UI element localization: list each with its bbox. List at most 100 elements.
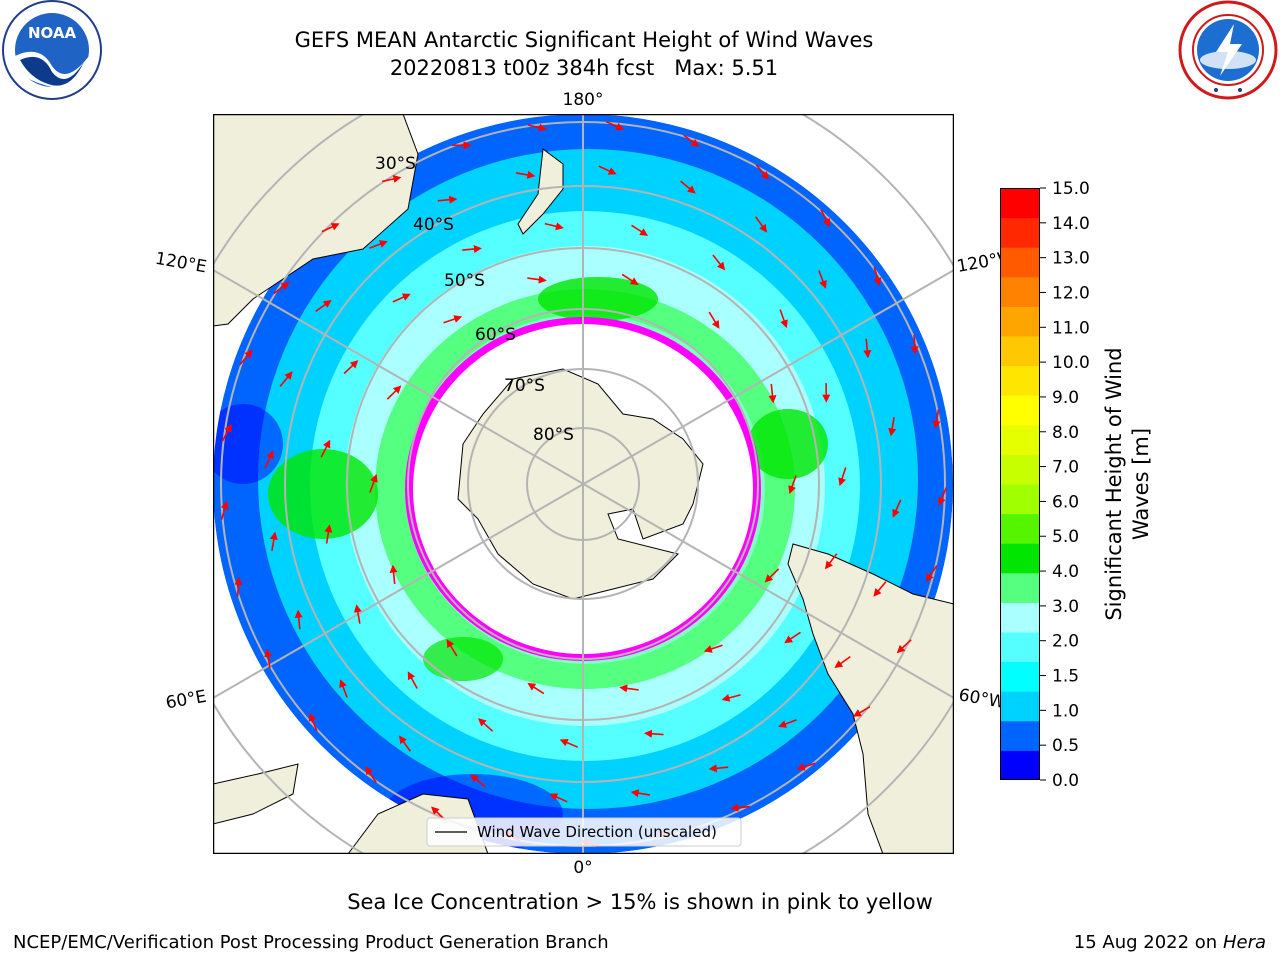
noaa-logo-icon: NOAA — [2, 0, 102, 100]
wave-direction-arrow — [365, 766, 377, 783]
wave-direction-arrow — [544, 222, 564, 231]
lat-label-50s: 50°S — [444, 271, 485, 291]
map-legend: Wind Wave Direction (unscaled) — [426, 817, 742, 847]
colorbar-segment — [1000, 217, 1040, 248]
lon-label-0: 0° — [573, 858, 592, 878]
wave-direction-arrow — [721, 693, 741, 702]
madagascar-landmass — [213, 763, 299, 825]
wave-direction-arrow — [264, 450, 274, 469]
colorbar-segment — [1000, 632, 1040, 663]
title-line-2: 20220813 t00z 384h fcst Max: 5.51 — [389, 56, 779, 80]
colorbar-segment — [1000, 661, 1040, 692]
footer-date: 15 Aug 2022 on Hera — [1074, 932, 1266, 953]
wave-direction-arrow — [754, 216, 768, 233]
chart-title: GEFS MEAN Antarctic Significant Height o… — [180, 26, 988, 82]
nws-logo-icon — [1178, 0, 1278, 100]
colorbar-segment — [1000, 484, 1040, 515]
wave-direction-arrow — [644, 729, 664, 738]
colorbar-label-line-1: Significant Height of Wind — [1102, 347, 1126, 621]
lon-label-180: 180° — [563, 90, 604, 110]
wave-direction-arrow — [863, 338, 872, 359]
polar-map: 30°S 40°S 50°S 60°S 70°S 80°S Wind Wave … — [213, 114, 954, 854]
wave-direction-arrow — [896, 639, 912, 654]
wave-direction-arrow — [708, 764, 729, 773]
colorbar-tick-label: 15.0 — [1052, 180, 1090, 199]
wave-direction-arrow — [630, 789, 651, 798]
wave-direction-arrow — [778, 719, 797, 728]
wave-direction-arrow — [621, 273, 639, 286]
wave-direction-arrow — [239, 349, 253, 366]
lat-label-40s: 40°S — [413, 215, 454, 235]
wave-direction-arrow — [527, 682, 545, 695]
colorbar-segment — [1000, 306, 1040, 337]
wave-direction-arrow — [755, 164, 769, 180]
wave-direction-arrow — [779, 309, 788, 329]
colorbar-tick-label: 10.0 — [1052, 353, 1090, 373]
colorbar-border — [1000, 188, 1040, 780]
wave-direction-arrow — [407, 671, 418, 689]
colorbar-segment — [1000, 276, 1040, 307]
colorbar-tick-label: 11.0 — [1052, 318, 1090, 338]
wave-direction-arrow — [925, 565, 938, 582]
wave-direction-arrow — [712, 254, 726, 271]
colorbar-tick-label: 4.0 — [1052, 562, 1079, 582]
colorbar-tick-label: 7.0 — [1052, 458, 1079, 478]
colorbar-tick-label: 12.0 — [1052, 283, 1090, 303]
wave-direction-arrow — [838, 467, 847, 487]
wave-direction-arrow — [462, 245, 482, 253]
wave-direction-arrow — [234, 576, 243, 597]
colorbar-segment — [1000, 395, 1040, 426]
wave-direction-arrow — [273, 281, 290, 295]
lon-label-60e: 60°E — [164, 687, 208, 714]
wave-direction-arrow — [264, 648, 273, 669]
colorbar-tick-label: 0.5 — [1052, 736, 1079, 756]
wave-direction-arrow — [619, 684, 639, 693]
wave-direction-arrow — [730, 803, 750, 812]
wave-direction-arrow — [853, 706, 871, 717]
wave-direction-arrow — [324, 524, 333, 544]
wave-direction-arrow — [279, 371, 293, 387]
wave-direction-arrow — [559, 738, 579, 748]
colorbar-segment — [1000, 720, 1040, 751]
wave-direction-arrow — [389, 564, 398, 585]
wave-direction-arrow — [938, 487, 947, 506]
wave-direction-arrow — [892, 499, 902, 518]
wave-direction-arrow — [708, 311, 720, 329]
antarctica-landmass — [457, 368, 704, 600]
legend-label: Wind Wave Direction (unscaled) — [477, 823, 717, 841]
colorbar-segment — [1000, 424, 1040, 455]
wave-direction-arrow — [873, 266, 882, 287]
colorbar-segment — [1000, 188, 1040, 219]
wave-direction-arrow — [386, 385, 402, 400]
noaa-logo-text: NOAA — [28, 24, 77, 42]
wave-direction-arrow — [221, 423, 232, 442]
australia-landmass — [213, 114, 419, 327]
wave-direction-arrow — [631, 224, 649, 236]
colorbar-segment — [1000, 602, 1040, 633]
colorbar-tick-label: 1.0 — [1052, 701, 1079, 721]
colorbar-tick-label: 0.0 — [1052, 771, 1079, 791]
colorbar-ticks: 15.0 14.0 13.0 12.0 11.0 10.0 9.0 8.0 7.0 6.0 5.0 4… — [1040, 180, 1090, 791]
colorbar-segment — [1000, 454, 1040, 485]
colorbar-label: Significant Height of Wind Waves [m] — [1101, 274, 1155, 694]
wave-direction-arrow — [788, 475, 797, 495]
colorbar-segment — [1000, 691, 1040, 722]
wave-direction-arrow — [220, 500, 229, 520]
colorbar-tick-label: 8.0 — [1052, 423, 1079, 443]
colorbar-tick-label: 2.0 — [1052, 632, 1079, 652]
wave-direction-arrow — [437, 195, 458, 204]
wind-wave-arrows — [220, 120, 947, 848]
wave-direction-arrow — [308, 712, 318, 732]
wave-direction-arrow — [315, 299, 332, 313]
footer-credit: NCEP/EMC/Verification Post Processing Pr… — [13, 932, 609, 953]
lon-label-120e: 120°E — [154, 249, 208, 278]
wave-direction-arrow — [796, 762, 816, 771]
lat-label-30s: 30°S — [375, 154, 416, 174]
wave-direction-arrow — [768, 383, 777, 404]
wave-direction-arrow — [369, 473, 378, 493]
colorbar — [1000, 188, 1040, 780]
wave-direction-arrow — [873, 581, 887, 597]
colorbar-tick-label: 6.0 — [1052, 492, 1079, 512]
colorbar-segment — [1000, 543, 1040, 574]
wave-direction-arrow — [834, 655, 851, 669]
